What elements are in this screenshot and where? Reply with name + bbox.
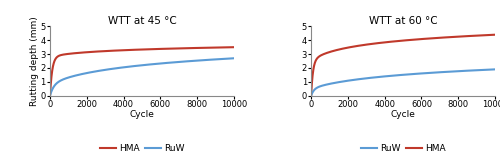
Legend: HMA, RuW: HMA, RuW [96, 140, 188, 157]
Legend: RuW, HMA: RuW, HMA [357, 140, 449, 157]
Title: WTT at 60 °C: WTT at 60 °C [368, 16, 438, 26]
Title: WTT at 45 °C: WTT at 45 °C [108, 16, 176, 26]
X-axis label: Cycle: Cycle [390, 110, 415, 119]
Y-axis label: Rutting depth (mm): Rutting depth (mm) [30, 16, 39, 106]
X-axis label: Cycle: Cycle [130, 110, 154, 119]
